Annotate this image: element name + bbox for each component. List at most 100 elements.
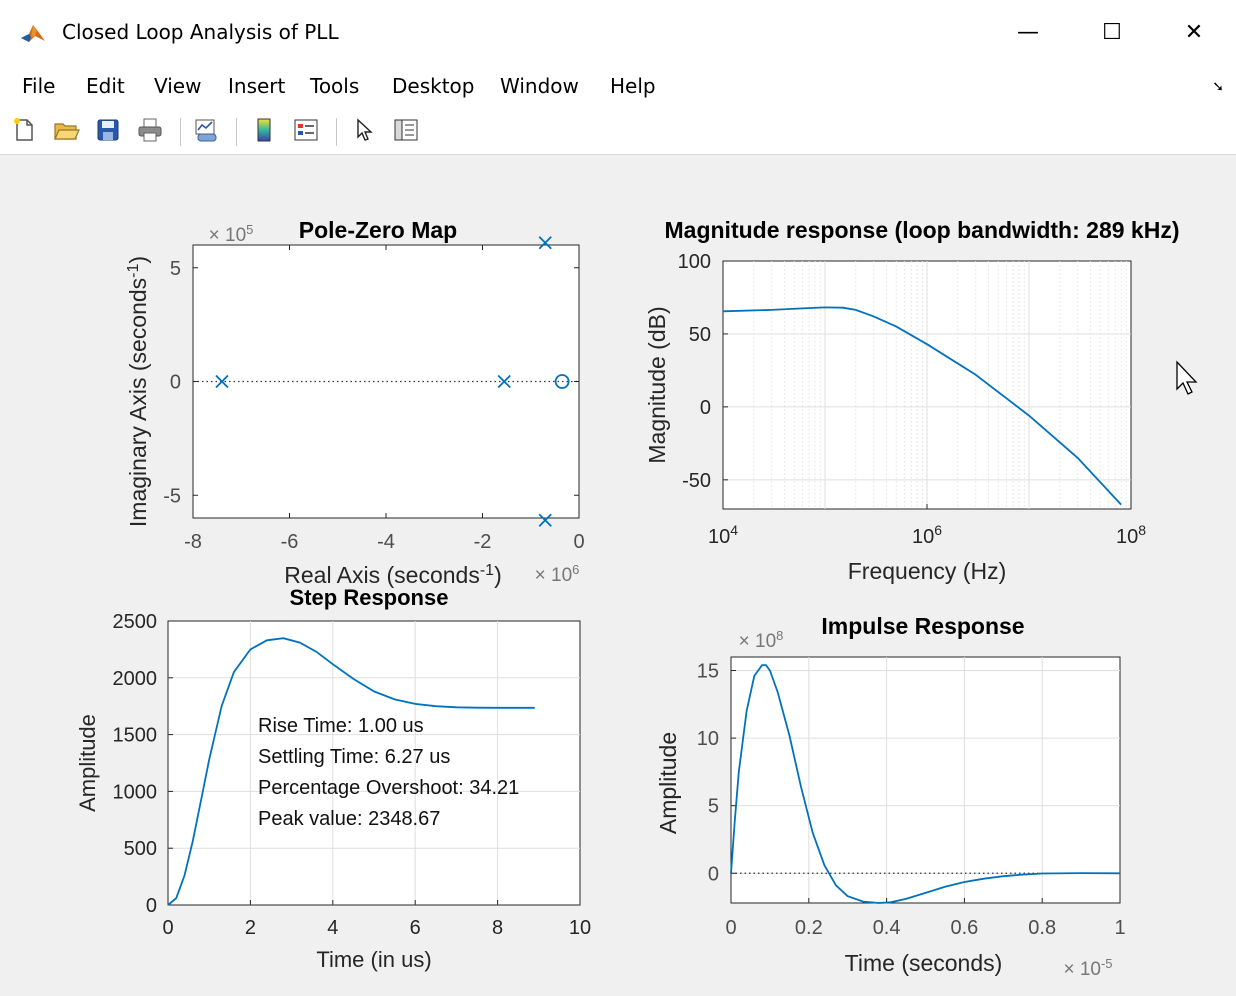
property-inspector-icon[interactable] (392, 116, 420, 144)
impulse-x-tick-label: 0.8 (1028, 917, 1056, 939)
impulse-x-exponent: × 10-5 (1063, 956, 1112, 981)
step-annotation: Peak value: 2348.67 (258, 808, 440, 830)
pole-zero-x-tick-label: -8 (184, 531, 202, 553)
menu-edit[interactable]: Edit (86, 74, 125, 98)
pole-zero-x-tick-label: 0 (573, 531, 584, 553)
link-plot-icon[interactable] (192, 116, 220, 144)
step-title: Step Response (290, 585, 449, 610)
edit-plot-pointer-icon[interactable] (350, 116, 378, 144)
open-file-icon[interactable] (52, 116, 80, 144)
pole-zero-x-tick-label: -2 (474, 531, 492, 553)
step-x-tick-label: 0 (162, 917, 173, 939)
menu-desktop[interactable]: Desktop (392, 74, 475, 98)
close-button[interactable]: ✕ (1184, 19, 1204, 45)
colorbar-icon[interactable] (250, 116, 278, 144)
magnitude-x-tick-label: 108 (1116, 522, 1146, 548)
step-x-tick-label: 10 (569, 917, 591, 939)
step-x-tick-label: 8 (492, 917, 503, 939)
pole-marker-stroke (215, 374, 229, 389)
impulse-y-tick-label: 5 (708, 796, 719, 818)
menu-view[interactable]: View (154, 74, 202, 98)
impulse-y-label: Amplitude (655, 732, 681, 834)
impulse-y-tick-label: 0 (708, 863, 719, 885)
step-y-tick-label: 2000 (113, 668, 158, 690)
step-x-tick-label: 2 (245, 917, 256, 939)
pole-zero-y-exponent: × 105 (209, 222, 254, 247)
impulse-x-tick-label: 1 (1114, 917, 1125, 939)
impulse-x-label: Time (seconds) (845, 950, 1003, 976)
magnitude-y-tick-label: 0 (700, 397, 711, 419)
impulse-title: Impulse Response (821, 613, 1024, 639)
impulse-x-tick-label: 0.4 (873, 917, 901, 939)
minimize-button[interactable]: — (1017, 19, 1039, 45)
figure-toolbar (0, 108, 1236, 155)
pole-zero-x-tick-label: -6 (281, 531, 299, 553)
pole-zero-y-tick-label: 5 (170, 258, 181, 280)
menu-tools[interactable]: Tools (310, 74, 360, 98)
impulse-x-tick-label: 0.6 (950, 917, 978, 939)
impulse-y-tick-label: 15 (697, 661, 719, 683)
magnitude-y-label: Magnitude (dB) (644, 306, 670, 463)
magnitude-y-tick-label: 100 (678, 251, 711, 273)
pole-zero-x-label: Real Axis (seconds-1) (284, 562, 502, 589)
magnitude-series-line (722, 306, 1122, 506)
matlab-logo-icon (20, 22, 46, 44)
menu-insert[interactable]: Insert (228, 74, 286, 98)
new-figure-icon[interactable] (10, 116, 38, 144)
pole-zero-axes (192, 244, 580, 519)
menu-bar: File Edit View Insert Tools Desktop Wind… (0, 64, 1236, 108)
step-series-line (167, 637, 535, 906)
step-x-label: Time (in us) (316, 947, 431, 972)
magnitude-title: Magnitude response (loop bandwidth: 289 … (665, 217, 1180, 243)
pole-marker-stroke (538, 513, 552, 527)
zero-marker (554, 374, 570, 389)
pole-zero-y-label: Imaginary Axis (seconds-1) (125, 256, 152, 527)
menu-help[interactable]: Help (610, 74, 656, 98)
pole-zero-x-tick-label: -4 (377, 531, 395, 553)
pole-marker (215, 374, 229, 389)
pole-marker (538, 236, 552, 250)
print-icon[interactable] (136, 116, 164, 144)
pole-zero-y-tick-label: -5 (163, 485, 181, 507)
pole-zero-x-exponent: × 106 (535, 562, 580, 587)
toolbar-separator (236, 118, 237, 146)
step-y-tick-label: 2500 (113, 611, 158, 633)
impulse-series-line (730, 664, 1121, 904)
magnitude-y-tick-label: 50 (689, 324, 711, 346)
step-y-tick-label: 1500 (113, 725, 158, 747)
magnitude-y-tick-label: -50 (682, 470, 711, 492)
magnitude-x-tick-label: 106 (912, 522, 942, 548)
impulse-axes (730, 656, 1121, 904)
window-title: Closed Loop Analysis of PLL (62, 20, 339, 44)
impulse-x-tick-label: 0 (725, 917, 736, 939)
title-bar: Closed Loop Analysis of PLL — ☐ ✕ (0, 0, 1236, 64)
step-annotation: Rise Time: 1.00 us (258, 715, 424, 737)
toolbar-separator (180, 118, 181, 146)
pole-zero-y-tick-label: 0 (170, 372, 181, 394)
impulse-y-exponent: × 108 (739, 628, 784, 653)
toolbar-separator (336, 118, 337, 146)
mouse-cursor-icon (1176, 360, 1198, 395)
pole-marker (497, 374, 511, 389)
step-annotation: Settling Time: 6.27 us (258, 746, 450, 768)
step-annotation: Percentage Overshoot: 34.21 (258, 777, 519, 799)
legend-icon[interactable] (292, 116, 320, 144)
magnitude-x-tick-label: 104 (708, 522, 738, 548)
step-y-tick-label: 500 (124, 838, 157, 860)
step-x-tick-label: 4 (327, 917, 338, 939)
save-icon[interactable] (94, 116, 122, 144)
menu-file[interactable]: File (22, 74, 56, 98)
magnitude-x-label: Frequency (Hz) (848, 558, 1006, 584)
pole-marker-stroke (538, 236, 552, 250)
impulse-y-tick-label: 10 (697, 728, 719, 750)
dock-figure-icon[interactable]: ➘ (1212, 78, 1224, 94)
step-y-label: Amplitude (75, 714, 100, 812)
menu-window[interactable]: Window (500, 74, 579, 98)
maximize-button[interactable]: ☐ (1102, 19, 1122, 45)
pole-marker-stroke (497, 374, 511, 389)
step-y-tick-label: 0 (146, 895, 157, 917)
step-y-tick-label: 1000 (113, 781, 158, 803)
impulse-x-tick-label: 0.2 (795, 917, 823, 939)
pole-zero-title: Pole-Zero Map (299, 217, 457, 243)
